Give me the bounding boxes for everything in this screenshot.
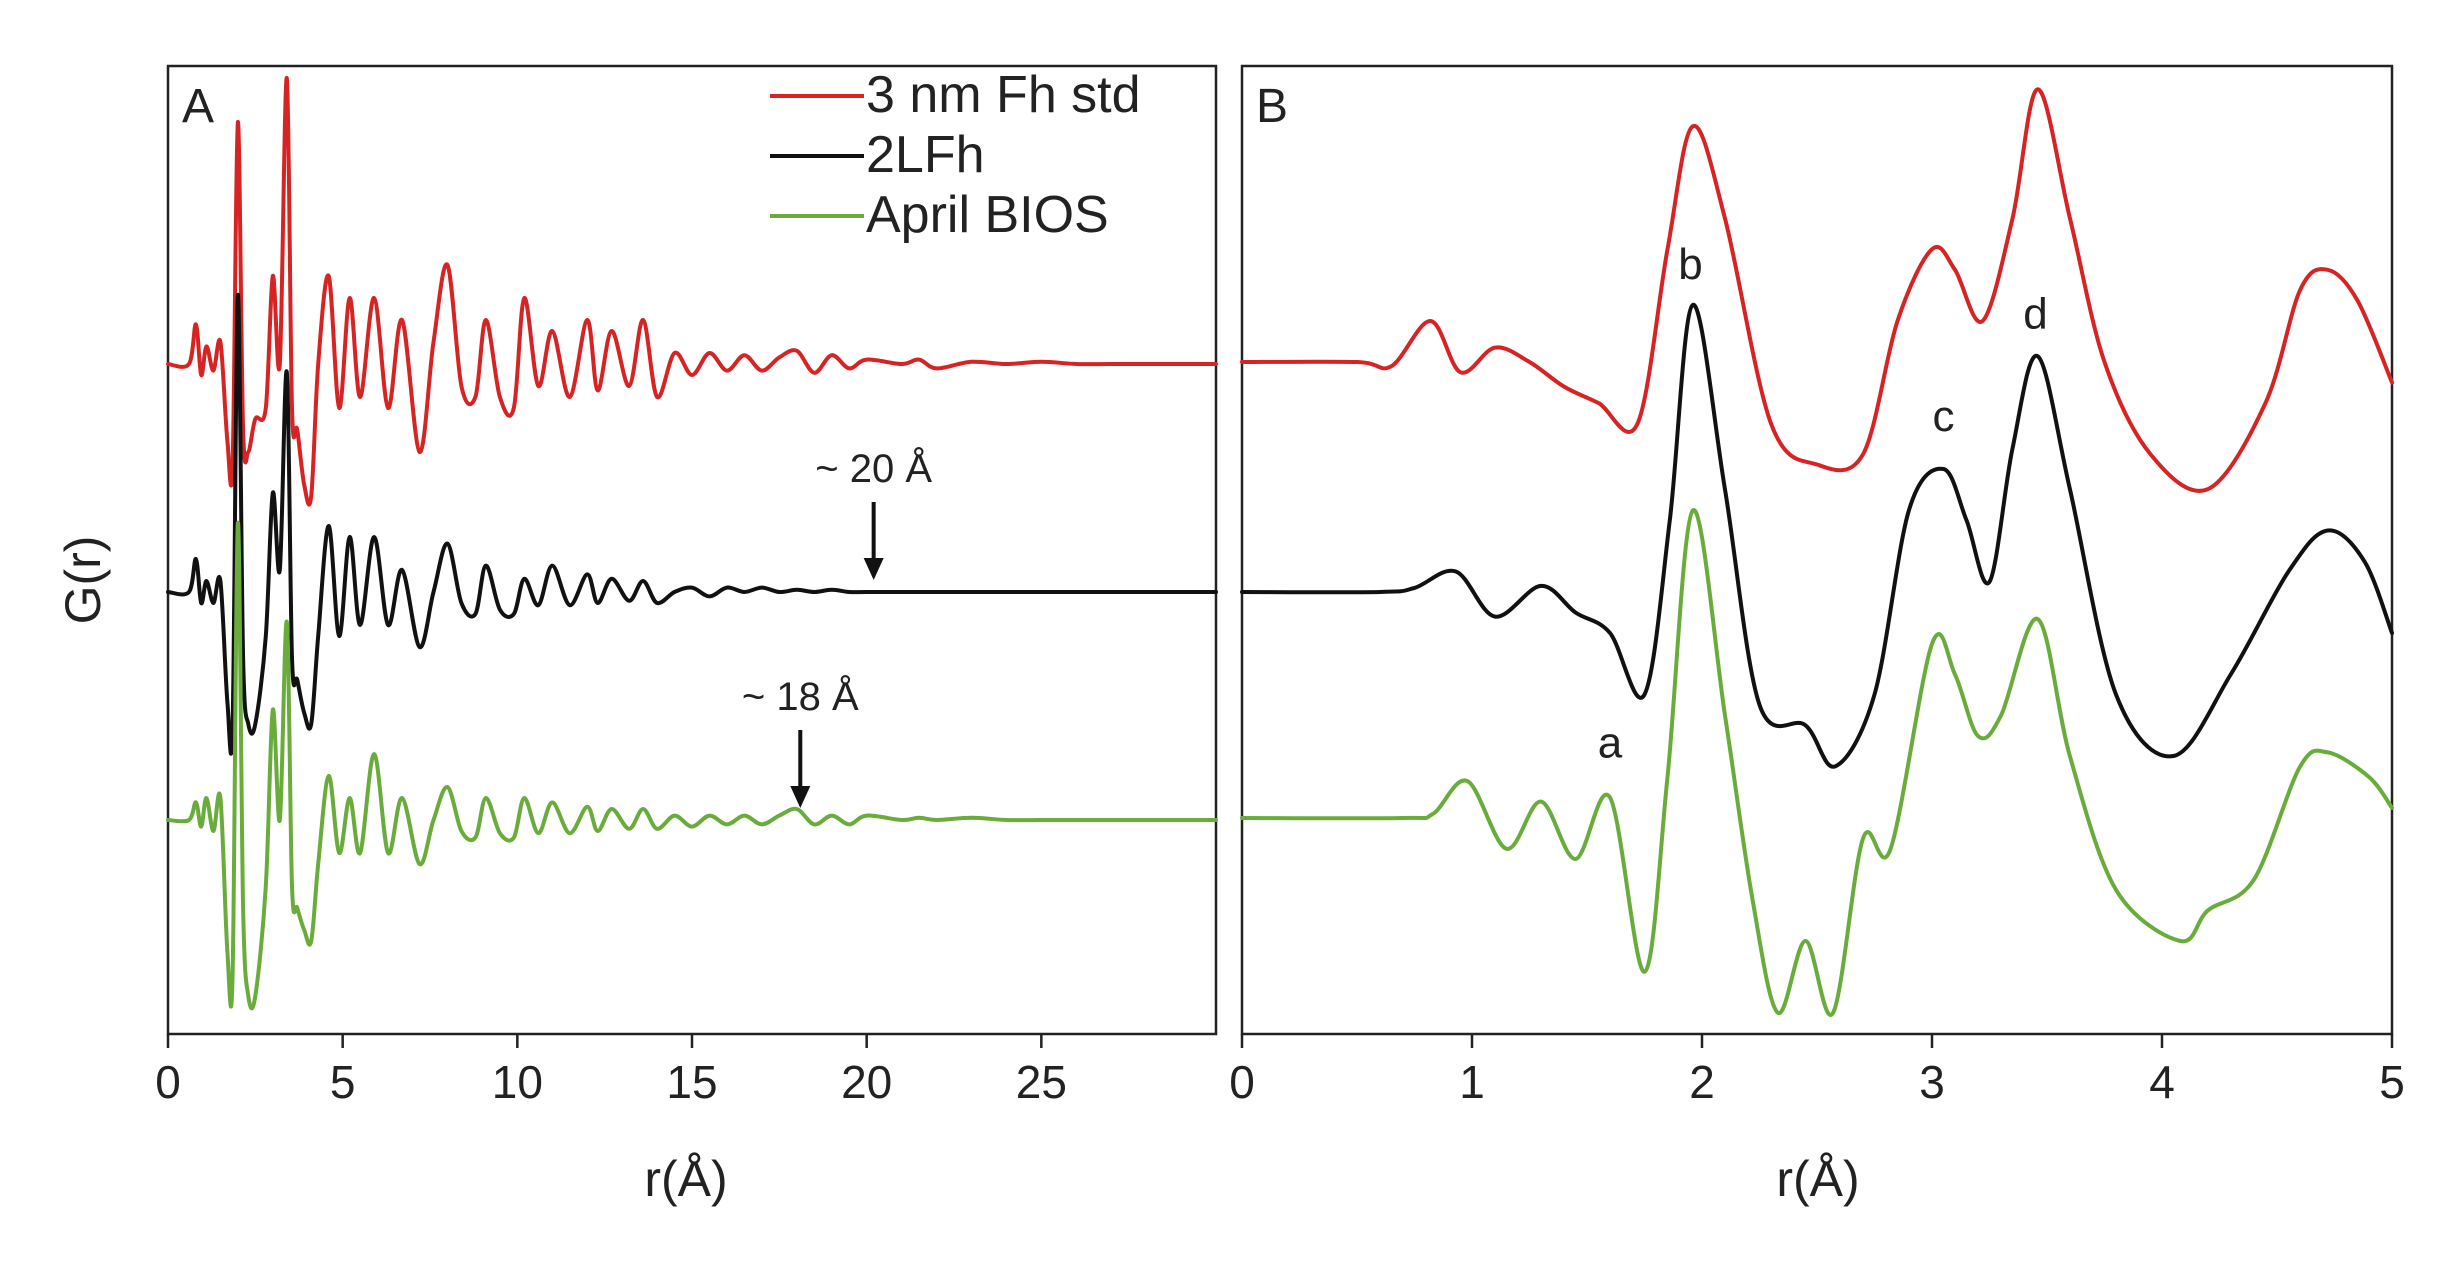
- annotation-label: ~ 18 Å: [742, 674, 859, 719]
- down-arrow-icon: [863, 502, 884, 580]
- series-2lfh-line: [1240, 302, 2394, 769]
- legend-label: 2LFh: [866, 126, 985, 184]
- legend-label: April BIOS: [866, 186, 1109, 244]
- x-tick-label: 0: [155, 1056, 181, 1108]
- panel-a-x-axis-label: r(Å): [644, 1151, 727, 1207]
- legend-label: 3 nm Fh std: [866, 66, 1141, 124]
- annotation-label: ~ 20 Å: [815, 446, 932, 491]
- x-tick-label: 10: [492, 1056, 543, 1108]
- peak-label-c: c: [1933, 392, 1955, 441]
- panel-b: B 0 1 2 3 4 5 r(Å) a b c d: [1229, 64, 2405, 1207]
- peak-label-d: d: [2023, 289, 2047, 338]
- peak-label-b: b: [1678, 240, 1702, 289]
- x-tick-label: 5: [330, 1056, 356, 1108]
- panel-b-frame: [1240, 64, 2394, 1036]
- panel-b-curves: [1240, 87, 2394, 1017]
- series-april-bios-line: [1240, 508, 2394, 1017]
- panel-b-x-ticks: 0 1 2 3 4 5: [1229, 1034, 2405, 1108]
- panel-b-label: B: [1256, 80, 1288, 133]
- panel-b-x-axis-label: r(Å): [1776, 1151, 1859, 1207]
- panel-a: A 0 5 10 15 20 25 r(Å) ~ 20 Å ~ 18 Å 3 nm Fh s…: [155, 64, 1218, 1207]
- series-2lfh-line: [166, 292, 1218, 756]
- x-tick-label: 5: [2379, 1056, 2405, 1108]
- x-tick-label: 2: [1689, 1056, 1715, 1108]
- panel-b-peak-labels: a b c d: [1598, 240, 2048, 768]
- panel-a-annotations: ~ 20 Å ~ 18 Å: [742, 446, 932, 808]
- x-tick-label: 25: [1016, 1056, 1067, 1108]
- panel-a-x-ticks: 0 5 10 15 20 25: [155, 1034, 1067, 1108]
- series-april-bios-line: [166, 520, 1218, 1011]
- peak-label-a: a: [1598, 719, 1623, 768]
- x-tick-label: 15: [666, 1056, 717, 1108]
- x-tick-label: 20: [841, 1056, 892, 1108]
- series-3-nm-fh-std-line: [166, 75, 1218, 507]
- panel-a-label: A: [182, 80, 214, 133]
- y-axis-label: G(r): [55, 536, 111, 625]
- panel-a-curves: [166, 75, 1218, 1011]
- x-tick-label: 0: [1229, 1056, 1255, 1108]
- series-3-nm-fh-std-line: [1240, 87, 2394, 493]
- x-tick-label: 3: [1919, 1056, 1945, 1108]
- down-arrow-icon: [790, 730, 811, 808]
- x-tick-label: 1: [1459, 1056, 1485, 1108]
- x-tick-label: 4: [2149, 1056, 2175, 1108]
